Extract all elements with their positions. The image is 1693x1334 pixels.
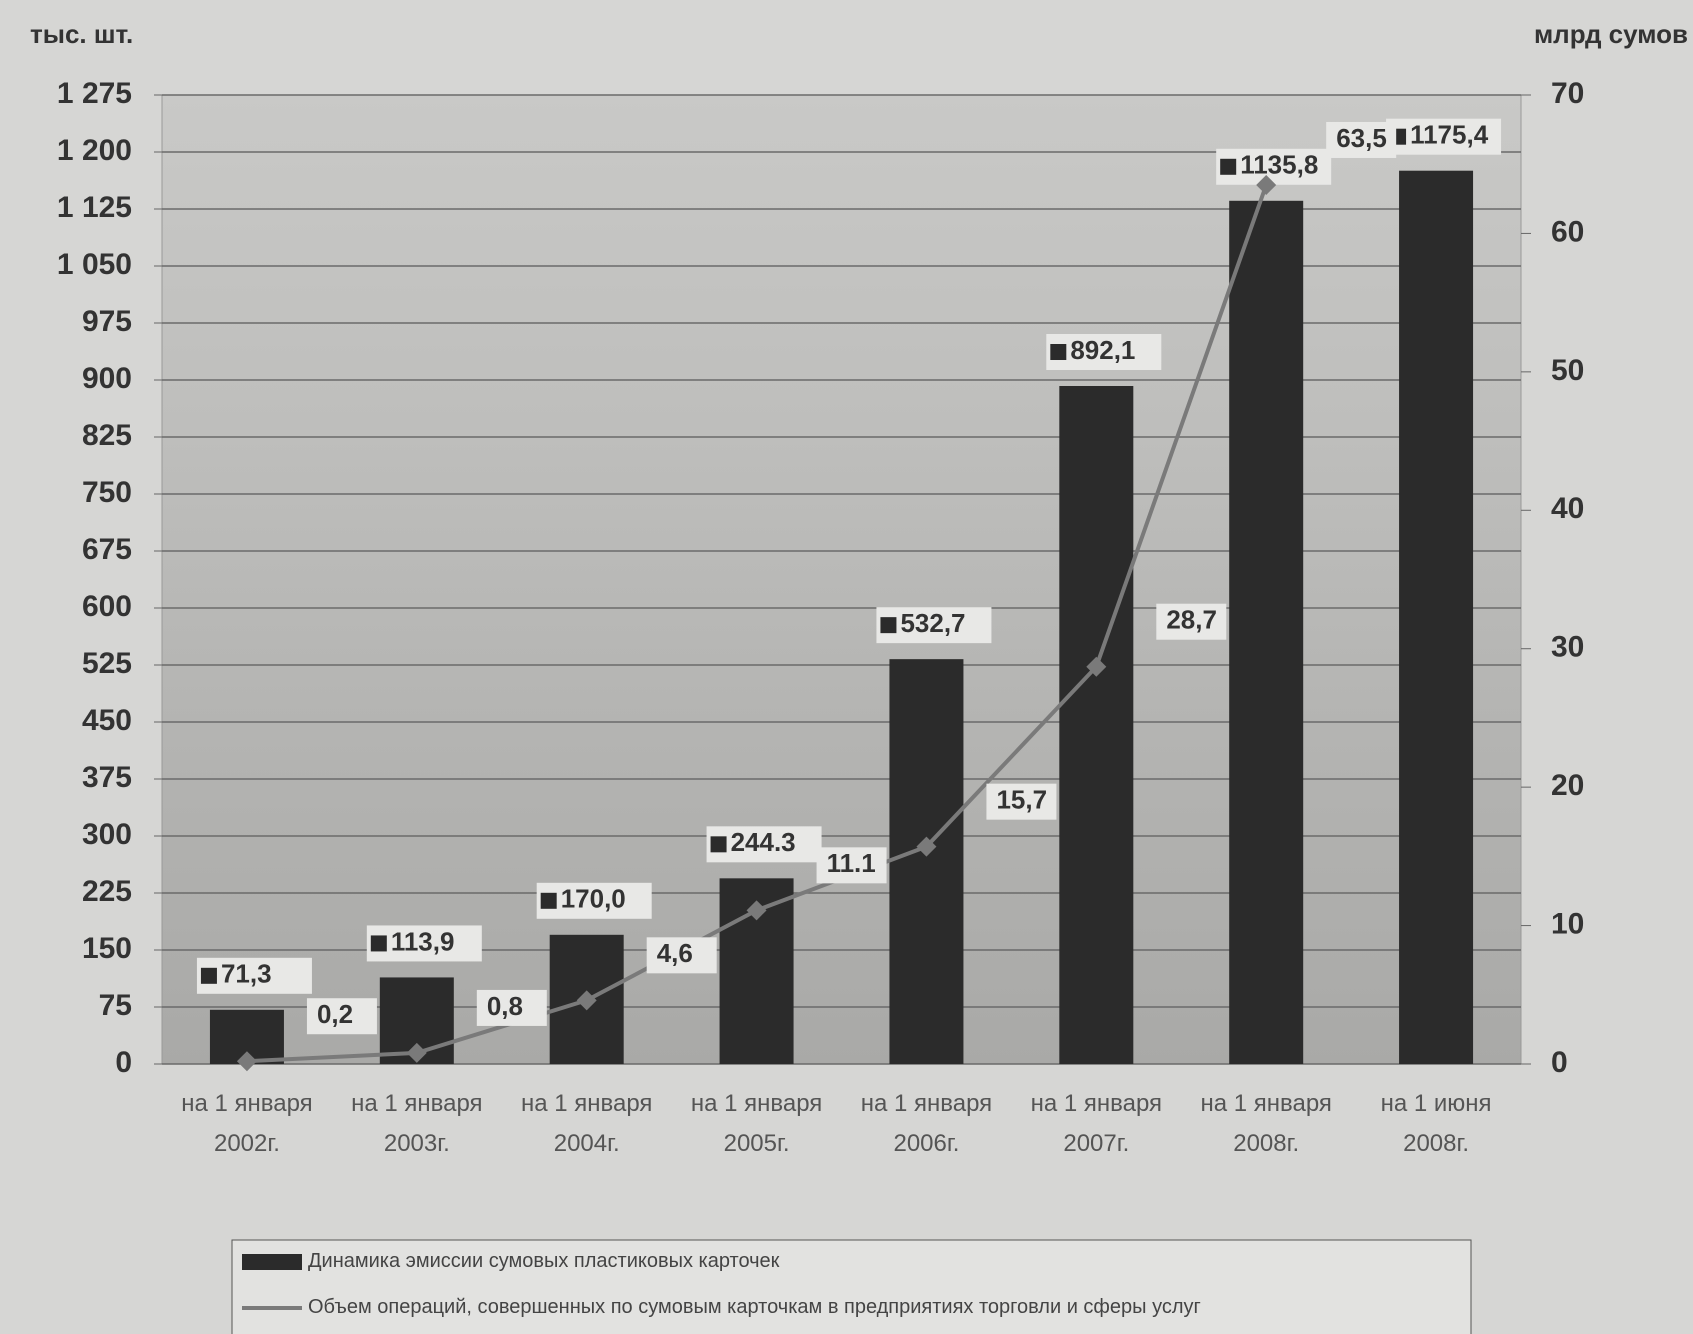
y-axis-label: тыс. шт. [30, 19, 133, 49]
line-marker [1256, 174, 1277, 195]
legend-key [242, 1254, 302, 1270]
y2-axis-label: млрд сумов [1534, 19, 1688, 49]
y-tick-label: 225 [82, 875, 132, 908]
y-tick-label: 900 [82, 362, 132, 395]
y-tick-label: 150 [82, 932, 132, 965]
bar-value-label: 170,0 [561, 884, 626, 914]
y2-tick-label: 0 [1551, 1046, 1568, 1079]
x-tick-label: на 1 января 2002г. [181, 1090, 313, 1157]
x-tick-label: на 1 января 2008г. [1200, 1090, 1332, 1157]
line-marker [576, 990, 597, 1011]
y-tick-label: 375 [82, 761, 132, 794]
label-key [1220, 158, 1237, 175]
label-bg [476, 989, 547, 1026]
label-key [880, 617, 897, 634]
line-marker [1086, 656, 1107, 677]
bar-value-label: 113,9 [391, 926, 455, 956]
line-marker [406, 1042, 427, 1063]
plot-area [161, 94, 1522, 1065]
line-value-label: 28,7 [1166, 605, 1217, 635]
label-key [370, 935, 387, 952]
bar-value-label: 1135,8 [1240, 150, 1318, 180]
y2-tick-label: 30 [1551, 631, 1584, 664]
y-tick-label: 750 [82, 476, 132, 509]
label-key [710, 836, 727, 853]
bar-value-label: 244.3 [731, 827, 796, 857]
line-value-label: 0,8 [487, 991, 523, 1021]
y-tick-label: 825 [82, 419, 132, 452]
line-value-label: 15,7 [996, 785, 1047, 815]
y2-tick-label: 20 [1551, 769, 1584, 802]
y-tick-label: 75 [99, 989, 132, 1022]
label-key [1050, 344, 1067, 361]
y-tick-label: 525 [82, 647, 132, 680]
label-key [200, 967, 217, 984]
label-bg [646, 937, 717, 974]
bar [1399, 170, 1474, 1065]
y-tick-label: 1 125 [57, 191, 132, 224]
bar-value-label: 1175,4 [1410, 120, 1489, 150]
y-tick-label: 975 [82, 305, 132, 338]
bar [1059, 386, 1134, 1064]
y-tick-label: 450 [82, 704, 132, 737]
y-tick-label: 0 [115, 1046, 132, 1079]
line-marker [916, 836, 937, 857]
y2-tick-label: 50 [1551, 354, 1584, 387]
bar [889, 659, 964, 1064]
x-tick-label: на 1 января 2003г. [351, 1090, 483, 1157]
line-value-label: 11.1 [827, 848, 876, 878]
bar-value-label: 892,1 [1070, 335, 1135, 365]
y2-tick-label: 60 [1551, 215, 1584, 248]
label-bg [1326, 121, 1397, 158]
label-bg [306, 998, 377, 1035]
line-marker [236, 1051, 257, 1072]
line-value-label: 0,2 [317, 999, 353, 1029]
label-bg [816, 847, 887, 884]
x-tick-label: на 1 января 2005г. [690, 1090, 823, 1157]
line-value-label: 63,5 [1336, 123, 1387, 153]
bar-value-label: 71,3 [221, 959, 272, 989]
line-value-label: 4,6 [657, 938, 693, 968]
y-tick-label: 1 275 [57, 77, 132, 110]
label-bg [986, 783, 1057, 820]
bar [1229, 200, 1304, 1065]
x-tick-label: на 1 января 2004г. [520, 1090, 653, 1157]
y-tick-label: 1 200 [57, 134, 132, 167]
y2-tick-label: 40 [1551, 492, 1584, 525]
y-tick-label: 300 [82, 818, 132, 851]
y-tick-label: 1 050 [57, 248, 132, 281]
label-bg [1156, 603, 1227, 640]
x-tick-label: на 1 января 2007г. [1030, 1090, 1163, 1157]
y2-tick-label: 10 [1551, 907, 1584, 940]
bar-value-label: 532,7 [900, 608, 965, 638]
legend-label: Объем операций, совершенных по сумовым к… [308, 1296, 1201, 1318]
x-tick-label: на 1 января 2006г. [860, 1090, 993, 1157]
y-tick-label: 675 [82, 533, 132, 566]
legend-label: Динамика эмиссии сумовых пластиковых кар… [308, 1250, 780, 1272]
label-key [540, 892, 557, 909]
legend-box [231, 1239, 1472, 1334]
line-marker [746, 900, 767, 921]
y2-tick-label: 70 [1551, 77, 1584, 110]
y-tick-label: 600 [82, 590, 132, 623]
x-tick-label: на 1 июня 2008г. [1380, 1090, 1492, 1157]
